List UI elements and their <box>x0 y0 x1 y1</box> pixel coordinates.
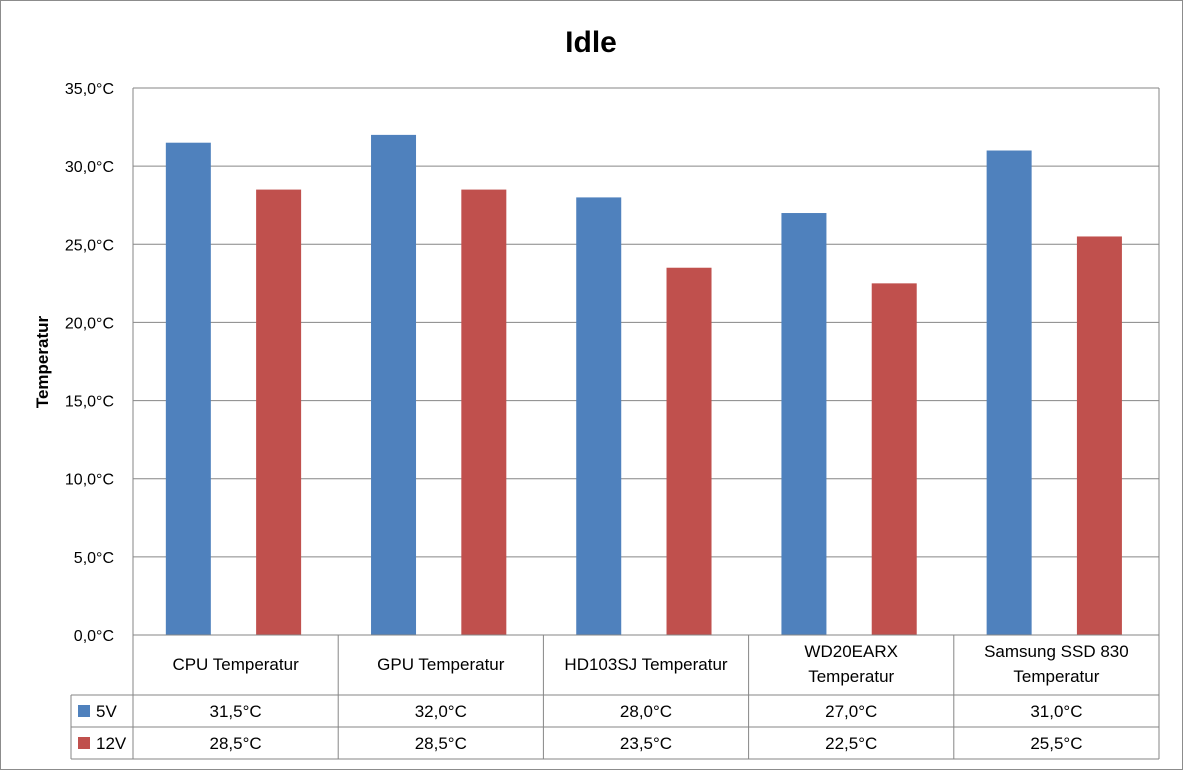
bar-12v <box>666 267 712 635</box>
category-label: HD103SJ Temperatur <box>564 655 727 674</box>
bar-5v <box>986 150 1032 635</box>
table-value: 27,0°C <box>825 702 877 721</box>
table-value: 23,5°C <box>620 734 672 753</box>
table-value: 25,5°C <box>1030 734 1082 753</box>
table-value: 31,0°C <box>1030 702 1082 721</box>
y-tick-label: 25,0°C <box>65 237 114 254</box>
table-value: 28,0°C <box>620 702 672 721</box>
table-value: 22,5°C <box>825 734 877 753</box>
category-label: Temperatur <box>1013 667 1099 686</box>
y-tick-label: 10,0°C <box>65 472 114 489</box>
legend-key-12v <box>78 737 90 749</box>
category-label: Samsung SSD 830 <box>984 642 1129 661</box>
series-name: 12V <box>96 734 127 753</box>
legend-key-5v <box>78 705 90 717</box>
y-tick-label: 30,0°C <box>65 159 114 176</box>
bar-5v <box>371 134 417 635</box>
table-value: 31,5°C <box>210 702 262 721</box>
category-label: CPU Temperatur <box>172 655 299 674</box>
y-tick-label: 0,0°C <box>74 628 114 645</box>
bar-12v <box>1076 236 1122 635</box>
bar-12v <box>461 189 507 636</box>
table-value: 28,5°C <box>415 734 467 753</box>
y-tick-label: 35,0°C <box>65 81 114 98</box>
y-tick-label: 20,0°C <box>65 315 114 332</box>
category-label: Temperatur <box>808 667 894 686</box>
bar-12v <box>871 283 917 635</box>
bar-5v <box>165 142 211 635</box>
table-value: 28,5°C <box>210 734 262 753</box>
category-label: WD20EARX <box>804 642 898 661</box>
bar-12v <box>256 189 302 636</box>
table-value: 32,0°C <box>415 702 467 721</box>
category-label: GPU Temperatur <box>377 655 505 674</box>
y-tick-label: 5,0°C <box>74 550 114 567</box>
y-axis-label: Temperatur <box>33 315 52 408</box>
series-name: 5V <box>96 702 117 721</box>
bar-5v <box>781 213 827 635</box>
y-tick-label: 15,0°C <box>65 394 114 411</box>
bar-5v <box>576 197 622 635</box>
chart-title: Idle <box>565 26 617 59</box>
